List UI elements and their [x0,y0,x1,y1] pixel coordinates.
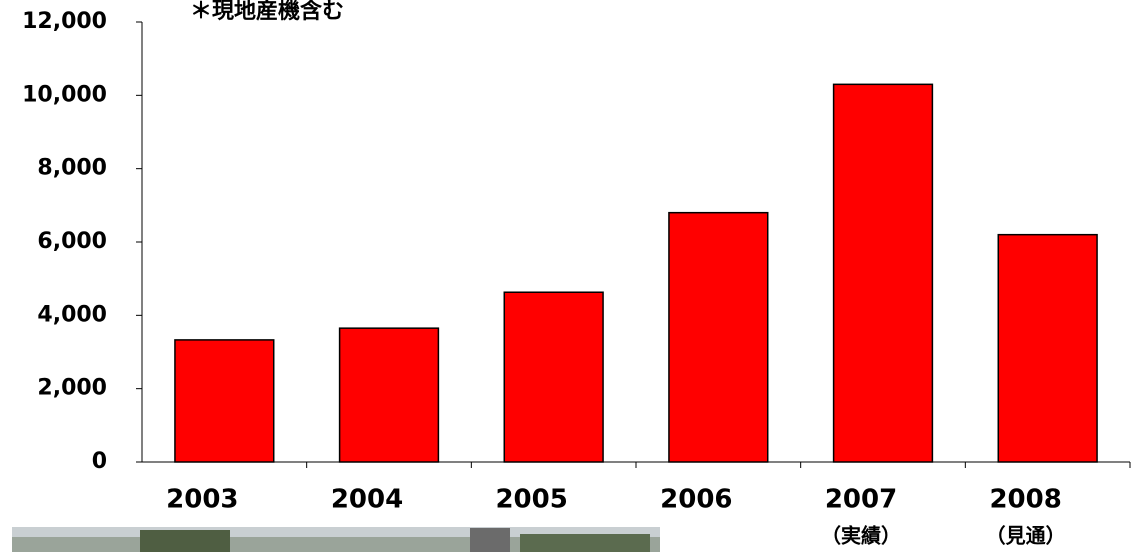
x-tick-label: 2006 [660,485,732,515]
x-tick-note: （見通） [986,524,1066,548]
bar [997,233,1098,463]
chart-title: ＊現地産機含む [190,0,344,24]
bar [668,211,769,463]
x-tick-label: 2004 [331,485,403,515]
bar [832,83,934,463]
x-tick-label: 2003 [166,485,238,515]
bar [338,327,440,463]
y-tick-label: 10,000 [22,82,107,107]
photo [12,527,660,552]
y-tick-label: 4,000 [37,302,107,327]
x-tick-label: 2008 [989,485,1061,515]
x-tick-label: 2005 [495,485,567,515]
bar [503,291,604,463]
y-tick-label: 12,000 [22,9,107,34]
y-tick-label: 0 [92,449,107,474]
x-tick-note: （実績） [821,524,901,548]
x-tick-label: 2007 [825,485,897,515]
bar [174,339,275,463]
y-tick-label: 6,000 [37,229,107,254]
y-tick-label: 2,000 [37,376,107,401]
y-tick-label: 8,000 [37,156,107,181]
